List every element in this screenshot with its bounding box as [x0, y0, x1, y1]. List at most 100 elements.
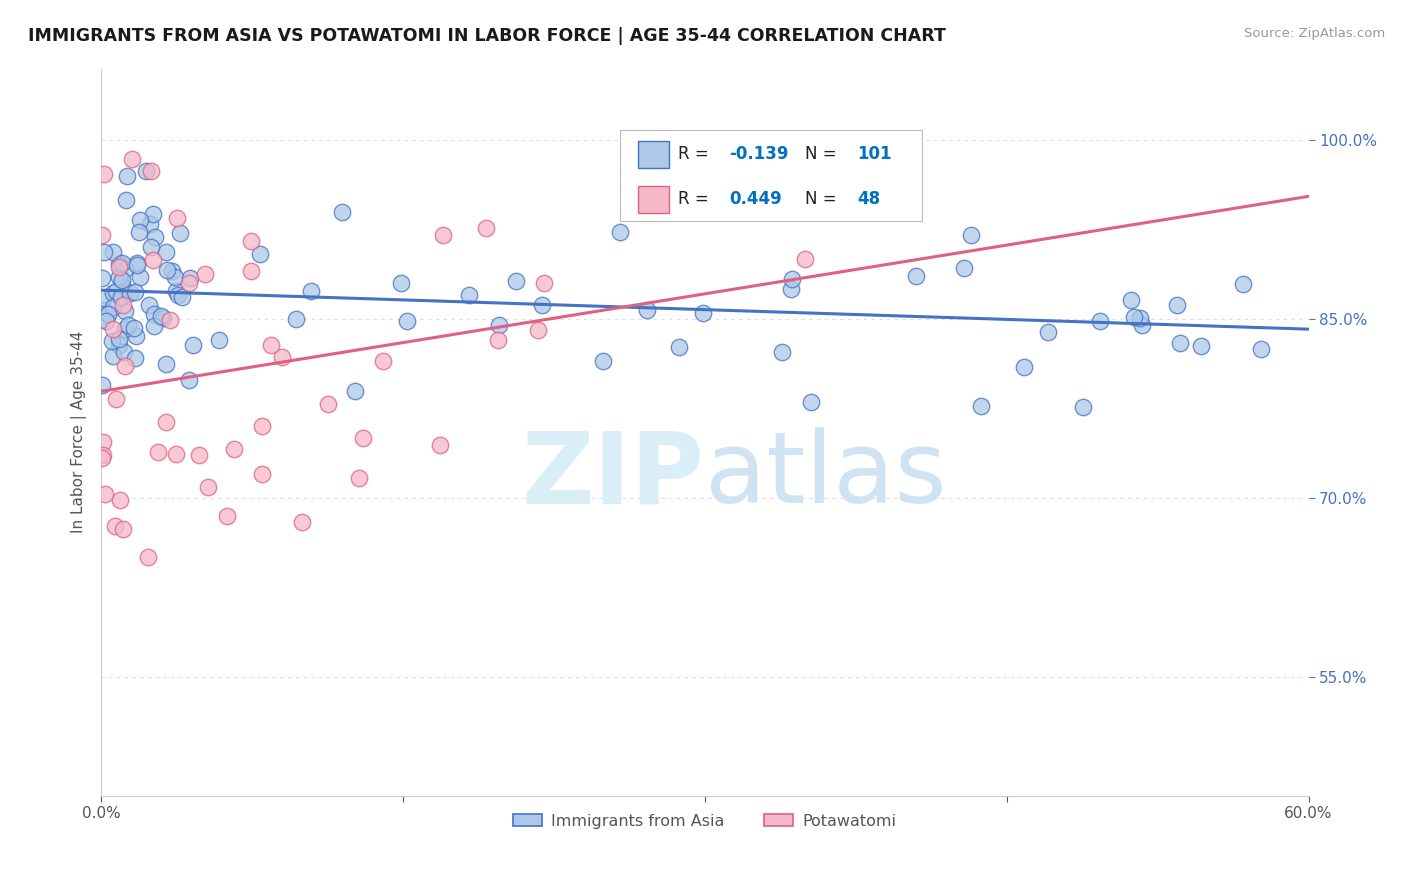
Point — [780, 272, 803, 286]
Point — [114, 359, 136, 374]
Text: Source: ZipAtlas.com: Source: ZipAtlas.com — [1244, 27, 1385, 40]
Point — [127, 258, 149, 272]
Point — [142, 206, 165, 220]
Point — [1250, 343, 1272, 357]
Point — [149, 309, 172, 323]
Point — [93, 167, 115, 181]
Point — [104, 518, 127, 533]
Point — [107, 333, 129, 347]
Point — [770, 345, 793, 359]
Point — [114, 304, 136, 318]
FancyBboxPatch shape — [638, 186, 669, 213]
Point — [197, 480, 219, 494]
Point — [349, 470, 371, 484]
Point — [94, 314, 117, 328]
Point — [904, 268, 927, 283]
Point — [103, 321, 125, 335]
Text: N =: N = — [806, 190, 842, 209]
Point — [167, 287, 190, 301]
Point — [120, 285, 142, 300]
Point — [222, 442, 245, 456]
Point — [636, 303, 658, 318]
Text: 101: 101 — [858, 145, 891, 163]
Point — [96, 307, 118, 321]
Y-axis label: In Labor Force | Age 35-44: In Labor Force | Age 35-44 — [72, 331, 87, 533]
Point — [352, 431, 374, 445]
Point — [284, 312, 307, 326]
Point — [330, 205, 353, 219]
Point — [155, 415, 177, 429]
Point — [432, 228, 454, 243]
Point — [318, 397, 340, 411]
Point — [155, 358, 177, 372]
Point — [1129, 310, 1152, 325]
Point — [162, 264, 184, 278]
Point — [124, 285, 146, 300]
Point — [128, 225, 150, 239]
Point — [609, 225, 631, 239]
Point — [1166, 298, 1188, 312]
Point — [1119, 293, 1142, 308]
Point — [395, 314, 418, 328]
Point — [271, 350, 294, 364]
Point — [108, 257, 131, 271]
Point — [165, 285, 187, 299]
Point — [108, 260, 131, 274]
Point — [177, 277, 200, 291]
Point — [429, 438, 451, 452]
Point — [179, 373, 201, 387]
Point — [156, 263, 179, 277]
Point — [505, 274, 527, 288]
Point — [1130, 318, 1153, 332]
Point — [103, 244, 125, 259]
Point — [93, 487, 115, 501]
Point — [159, 313, 181, 327]
Point — [114, 262, 136, 277]
Point — [1232, 277, 1254, 291]
Point — [969, 399, 991, 413]
Point — [169, 226, 191, 240]
Point — [91, 434, 114, 449]
Point — [108, 269, 131, 284]
Point — [142, 253, 165, 268]
Point — [389, 276, 412, 290]
Point — [110, 492, 132, 507]
Point — [668, 340, 690, 354]
Point — [101, 286, 124, 301]
Text: 48: 48 — [858, 190, 880, 209]
Point — [90, 227, 112, 242]
Point — [112, 345, 135, 359]
Point — [692, 306, 714, 320]
Point — [1071, 400, 1094, 414]
Point — [172, 290, 194, 304]
Point — [299, 284, 322, 298]
Point — [112, 522, 135, 536]
Point — [110, 290, 132, 304]
Point — [121, 152, 143, 166]
Text: atlas: atlas — [704, 427, 946, 524]
Point — [1014, 360, 1036, 375]
Point — [188, 448, 211, 462]
Point — [207, 333, 229, 347]
Point — [250, 467, 273, 481]
Point — [138, 298, 160, 312]
Point — [249, 247, 271, 261]
Point — [166, 211, 188, 226]
Point — [129, 270, 152, 285]
Point — [960, 228, 983, 243]
Point — [239, 264, 262, 278]
Point — [101, 334, 124, 349]
Point — [114, 322, 136, 336]
Text: R =: R = — [678, 190, 714, 209]
Point — [107, 338, 129, 352]
Point — [343, 384, 366, 398]
Point — [91, 448, 114, 462]
Text: R =: R = — [678, 145, 714, 163]
Point — [1123, 310, 1146, 324]
Point — [163, 270, 186, 285]
Point — [125, 329, 148, 343]
Point — [138, 217, 160, 231]
Point — [592, 354, 614, 368]
Point — [165, 447, 187, 461]
Point — [488, 318, 510, 333]
